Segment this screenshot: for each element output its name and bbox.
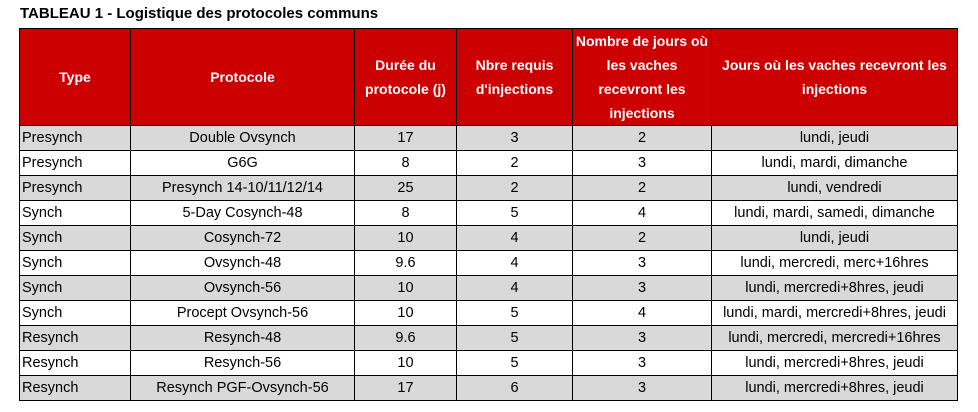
protocole-cell: Double Ovsynch bbox=[130, 125, 355, 151]
jours-cell: lundi, mardi, samedi, dimanche bbox=[711, 200, 958, 226]
nbre-injections-cell: 2 bbox=[456, 175, 573, 201]
table-row: Presynch G6G 8 2 3 lundi, mardi, dimanche bbox=[19, 150, 958, 176]
nombre-jours-cell: 2 bbox=[572, 175, 712, 201]
table-row: Presynch Double Ovsynch 17 3 2 lundi, jeudi bbox=[19, 125, 958, 151]
duree-cell: 9.6 bbox=[354, 325, 457, 351]
protocole-cell: 5-Day Cosynch-48 bbox=[130, 200, 355, 226]
nbre-injections-cell: 5 bbox=[456, 200, 573, 226]
duree-cell: 10 bbox=[354, 350, 457, 376]
nombre-jours-cell: 3 bbox=[572, 325, 712, 351]
duree-cell: 25 bbox=[354, 175, 457, 201]
duree-cell: 9.6 bbox=[354, 250, 457, 276]
nbre-injections-cell: 2 bbox=[456, 150, 573, 176]
duree-cell: 10 bbox=[354, 275, 457, 301]
table-body: Presynch Double Ovsynch 17 3 2 lundi, jeudi Pr… bbox=[19, 125, 958, 401]
duree-cell: 10 bbox=[354, 225, 457, 251]
protocole-cell: Ovsynch-48 bbox=[130, 250, 355, 276]
header-type: Type bbox=[19, 28, 131, 126]
jours-cell: lundi, mercredi+8hres, jeudi bbox=[711, 350, 958, 376]
table-row: Resynch Resynch-56 10 5 3 lundi, mercredi+8hr… bbox=[19, 350, 958, 376]
table-row: Synch 5-Day Cosynch-48 8 5 4 lundi, mardi, sa… bbox=[19, 200, 958, 226]
protocole-cell: Presynch 14-10/11/12/14 bbox=[130, 175, 355, 201]
duree-cell: 10 bbox=[354, 300, 457, 326]
jours-cell: lundi, mercredi, merc+16hres bbox=[711, 250, 958, 276]
protocole-cell: G6G bbox=[130, 150, 355, 176]
jours-cell: lundi, mercredi+8hres, jeudi bbox=[711, 375, 958, 401]
table-row: Synch Cosynch-72 10 4 2 lundi, jeudi bbox=[19, 225, 958, 251]
nbre-injections-cell: 4 bbox=[456, 225, 573, 251]
duree-cell: 8 bbox=[354, 200, 457, 226]
nombre-jours-cell: 3 bbox=[572, 350, 712, 376]
duree-cell: 8 bbox=[354, 150, 457, 176]
type-cell: Resynch bbox=[19, 325, 131, 351]
jours-cell: lundi, vendredi bbox=[711, 175, 958, 201]
nbre-injections-cell: 5 bbox=[456, 350, 573, 376]
table-row: Synch Ovsynch-48 9.6 4 3 lundi, mercredi, mer… bbox=[19, 250, 958, 276]
jours-cell: lundi, mardi, mercredi+8hres, jeudi bbox=[711, 300, 958, 326]
header-nombre-jours: Nombre de jours où les vaches recevront … bbox=[572, 28, 712, 126]
jours-cell: lundi, jeudi bbox=[711, 125, 958, 151]
duree-cell: 17 bbox=[354, 375, 457, 401]
nombre-jours-cell: 3 bbox=[572, 150, 712, 176]
nombre-jours-cell: 2 bbox=[572, 125, 712, 151]
protocole-cell: Ovsynch-56 bbox=[130, 275, 355, 301]
nbre-injections-cell: 6 bbox=[456, 375, 573, 401]
table-caption: TABLEAU 1 - Logistique des protocoles co… bbox=[20, 5, 379, 22]
protocole-cell: Resynch-56 bbox=[130, 350, 355, 376]
table-row: Resynch Resynch PGF-Ovsynch-56 17 6 3 lundi, … bbox=[19, 375, 958, 401]
table-row: Presynch Presynch 14-10/11/12/14 25 2 2 lundi… bbox=[19, 175, 958, 201]
nombre-jours-cell: 2 bbox=[572, 225, 712, 251]
table-row: Synch Ovsynch-56 10 4 3 lundi, mercredi+8hres… bbox=[19, 275, 958, 301]
type-cell: Presynch bbox=[19, 125, 131, 151]
type-cell: Resynch bbox=[19, 375, 131, 401]
protocole-cell: Resynch-48 bbox=[130, 325, 355, 351]
nombre-jours-cell: 3 bbox=[572, 375, 712, 401]
protocole-cell: Cosynch-72 bbox=[130, 225, 355, 251]
header-nbre-injections: Nbre requis d'injections bbox=[456, 28, 573, 126]
nbre-injections-cell: 4 bbox=[456, 275, 573, 301]
table-header-row: Type Protocole Durée du protocole (j) Nb… bbox=[19, 28, 958, 126]
header-protocole: Protocole bbox=[130, 28, 355, 126]
jours-cell: lundi, mercredi+8hres, jeudi bbox=[711, 275, 958, 301]
type-cell: Synch bbox=[19, 200, 131, 226]
jours-cell: lundi, mercredi, mercredi+16hres bbox=[711, 325, 958, 351]
jours-cell: lundi, jeudi bbox=[711, 225, 958, 251]
jours-cell: lundi, mardi, dimanche bbox=[711, 150, 958, 176]
header-jours-injections: Jours où les vaches recevront les inject… bbox=[711, 28, 958, 126]
type-cell: Synch bbox=[19, 300, 131, 326]
nbre-injections-cell: 5 bbox=[456, 325, 573, 351]
protocole-cell: Resynch PGF-Ovsynch-56 bbox=[130, 375, 355, 401]
protocole-cell: Procept Ovsynch-56 bbox=[130, 300, 355, 326]
header-duree: Durée du protocole (j) bbox=[354, 28, 457, 126]
nbre-injections-cell: 3 bbox=[456, 125, 573, 151]
nbre-injections-cell: 5 bbox=[456, 300, 573, 326]
nbre-injections-cell: 4 bbox=[456, 250, 573, 276]
type-cell: Resynch bbox=[19, 350, 131, 376]
nombre-jours-cell: 4 bbox=[572, 300, 712, 326]
nombre-jours-cell: 3 bbox=[572, 275, 712, 301]
type-cell: Synch bbox=[19, 250, 131, 276]
nombre-jours-cell: 4 bbox=[572, 200, 712, 226]
protocol-table: Type Protocole Durée du protocole (j) Nb… bbox=[19, 28, 958, 401]
table-row: Resynch Resynch-48 9.6 5 3 lundi, mercredi, m… bbox=[19, 325, 958, 351]
duree-cell: 17 bbox=[354, 125, 457, 151]
type-cell: Synch bbox=[19, 225, 131, 251]
nombre-jours-cell: 3 bbox=[572, 250, 712, 276]
table-row: Synch Procept Ovsynch-56 10 5 4 lundi, mardi,… bbox=[19, 300, 958, 326]
type-cell: Presynch bbox=[19, 175, 131, 201]
type-cell: Synch bbox=[19, 275, 131, 301]
type-cell: Presynch bbox=[19, 150, 131, 176]
